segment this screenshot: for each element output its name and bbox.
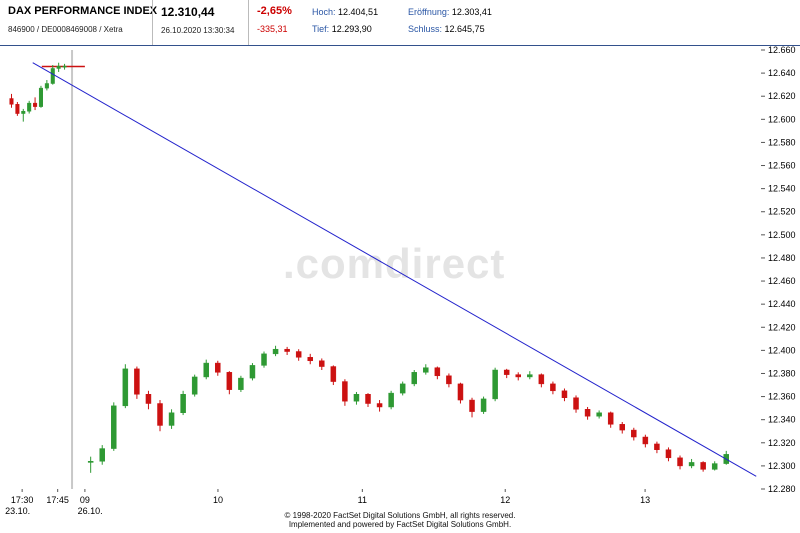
svg-text:12.400: 12.400 [768, 345, 796, 355]
svg-text:12.580: 12.580 [768, 137, 796, 147]
instrument-title: DAX PERFORMANCE INDEX [8, 5, 158, 17]
svg-text:12.480: 12.480 [768, 253, 796, 263]
copyright-line1: © 1998-2020 FactSet Digital Solutions Gm… [284, 511, 516, 520]
svg-text:12.500: 12.500 [768, 230, 796, 240]
svg-text:12.540: 12.540 [768, 184, 796, 194]
open-close-block: Eröffnung: 12.303,41 Schluss: 12.645,75 [400, 0, 530, 45]
svg-text:12: 12 [500, 495, 510, 505]
svg-text:12.460: 12.460 [768, 276, 796, 286]
copyright-line2: Implemented and powered by FactSet Digit… [288, 520, 512, 529]
high-row: Hoch: 12.404,51 [312, 7, 392, 17]
svg-text:12.560: 12.560 [768, 161, 796, 171]
candlestick-chart: 12.660 12.640 12.620 12.600 12.580 12.560 12.5… [5, 46, 796, 516]
svg-text:12.600: 12.600 [768, 114, 796, 124]
chart-header: DAX PERFORMANCE INDEX 846900 / DE0008469… [0, 0, 800, 46]
svg-text:13: 13 [640, 495, 650, 505]
svg-text:12.300: 12.300 [768, 461, 796, 471]
svg-text:23.10.: 23.10. [5, 506, 30, 516]
svg-text:09: 09 [80, 495, 90, 505]
price-block: 12.310,44 26.10.2020 13:30:34 [152, 0, 248, 45]
open-row: Eröffnung: 12.303,41 [408, 7, 522, 17]
last-price: 12.310,44 [161, 5, 215, 19]
quote-timestamp: 26.10.2020 13:30:34 [161, 26, 235, 35]
svg-text:12.520: 12.520 [768, 207, 796, 217]
svg-text:12.340: 12.340 [768, 415, 796, 425]
svg-text:17:45: 17:45 [46, 495, 69, 505]
low-label: Tief: [312, 24, 330, 34]
svg-text:12.640: 12.640 [768, 68, 796, 78]
copyright-footer: © 1998-2020 FactSet Digital Solutions Gm… [0, 511, 800, 529]
open-label: Eröffnung: [408, 7, 450, 17]
instrument-id: 846900 / DE0008469008 / Xetra [8, 25, 123, 34]
svg-text:17:30: 17:30 [11, 495, 34, 505]
low-value: 12.293,90 [331, 24, 372, 34]
svg-text:12.280: 12.280 [768, 484, 796, 494]
svg-text:12.660: 12.660 [768, 46, 796, 55]
high-label: Hoch: [312, 7, 336, 17]
close-label: Schluss: [408, 24, 443, 34]
comdirect-watermark: .comdirect [283, 240, 506, 287]
svg-text:10: 10 [213, 495, 223, 505]
svg-text:12.320: 12.320 [768, 438, 796, 448]
svg-text:12.420: 12.420 [768, 322, 796, 332]
change-percent: -2,65% [257, 5, 292, 17]
svg-text:11: 11 [358, 495, 367, 505]
close-row: Schluss: 12.645,75 [408, 24, 522, 34]
svg-text:26.10.: 26.10. [78, 506, 103, 516]
close-value: 12.645,75 [444, 24, 485, 34]
open-value: 12.303,41 [451, 7, 492, 17]
low-row: Tief: 12.293,90 [312, 24, 392, 34]
high-value: 12.404,51 [338, 7, 379, 17]
svg-text:12.380: 12.380 [768, 368, 796, 378]
svg-text:12.440: 12.440 [768, 299, 796, 309]
change-block: -2,65% -335,31 [248, 0, 304, 45]
change-absolute: -335,31 [257, 24, 288, 34]
instrument-block: DAX PERFORMANCE INDEX 846900 / DE0008469… [0, 0, 158, 45]
svg-text:12.360: 12.360 [768, 392, 796, 402]
high-low-block: Hoch: 12.404,51 Tief: 12.293,90 [304, 0, 400, 45]
svg-text:12.620: 12.620 [768, 91, 796, 101]
